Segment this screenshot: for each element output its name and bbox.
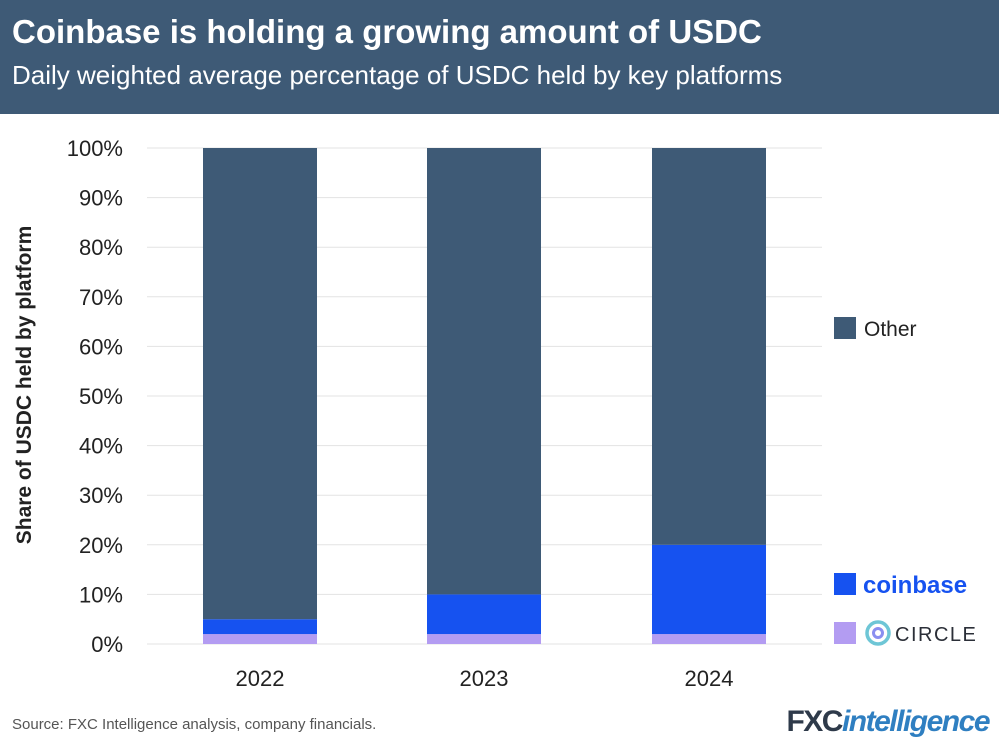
y-axis-label: Share of USDC held by platform [13,226,36,545]
x-tick-label: 2023 [460,666,509,691]
y-tick-label: 60% [79,334,123,359]
header-banner: Coinbase is holding a growing amount of … [0,0,999,114]
y-tick-label: 90% [79,186,123,211]
bar-segment-other-2023 [427,148,541,595]
bars [203,148,766,644]
y-tick-label: 20% [79,533,123,558]
x-tick-label: 2022 [236,666,285,691]
x-axis-ticks: 2022 2023 2024 [236,666,734,691]
legend-swatch-other [834,317,856,339]
bar-segment-circle-2023 [427,634,541,644]
y-tick-label: 40% [79,434,123,459]
legend-swatch-coinbase [834,573,856,595]
legend-label-other: Other [864,318,917,341]
chart-subtitle: Daily weighted average percentage of USD… [12,60,783,90]
legend-label-circle: CIRCLE [895,624,977,646]
x-tick-label: 2024 [685,666,734,691]
y-axis-ticks: 0% 10% 20% 30% 40% 50% 60% 70% 80% 90% 100% [67,136,123,657]
circle-logo-icon [865,620,891,646]
bar-segment-circle-2022 [203,634,317,644]
stacked-bar-chart: 0%10%20%30%40%50%60%70%80%90%100% 2022 20… [13,136,977,691]
y-tick-label: 80% [79,235,123,260]
y-tick-label: 10% [79,582,123,607]
source-note: Source: FXC Intelligence analysis, compa… [12,716,377,733]
bar-segment-coinbase-2023 [427,594,541,635]
legend: Other coinbase CIRCLE [834,317,977,646]
legend-swatch-circle [834,622,856,644]
brand-part-fxc: FXC [786,705,843,738]
bar-segment-other-2024 [652,148,766,545]
bar-segment-other-2022 [203,148,317,620]
bar-segment-coinbase-2022 [203,619,317,635]
y-tick-label: 50% [79,384,123,409]
coinbase-logo: coinbase [863,572,967,599]
chart-title: Coinbase is holding a growing amount of … [12,13,762,50]
bar-segment-circle-2024 [652,634,766,644]
bar-segment-coinbase-2024 [652,544,766,635]
fxc-intelligence-logo: FXCintelligence [786,703,991,741]
brand-part-intelligence: intelligence [841,705,991,738]
y-tick-label: 100% [67,136,123,161]
y-tick-label: 0% [91,632,123,657]
y-tick-label: 70% [79,285,123,310]
y-tick-label: 30% [79,483,123,508]
